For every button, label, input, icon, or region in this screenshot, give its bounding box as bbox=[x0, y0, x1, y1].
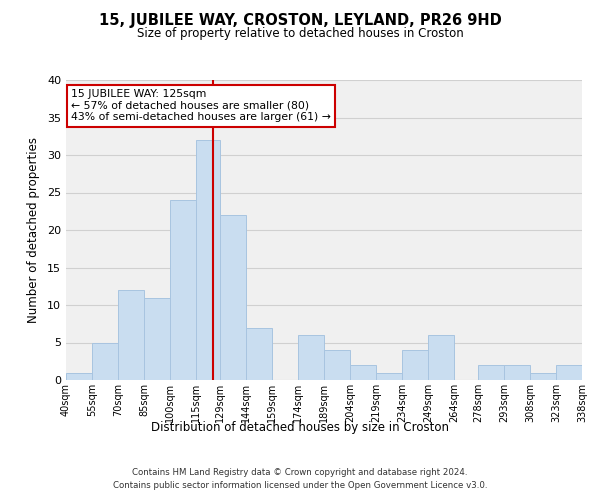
Text: 15, JUBILEE WAY, CROSTON, LEYLAND, PR26 9HD: 15, JUBILEE WAY, CROSTON, LEYLAND, PR26 … bbox=[98, 12, 502, 28]
Bar bbox=[220, 215, 246, 380]
Text: 15 JUBILEE WAY: 125sqm
← 57% of detached houses are smaller (80)
43% of semi-det: 15 JUBILEE WAY: 125sqm ← 57% of detached… bbox=[71, 89, 331, 122]
Bar bbox=[324, 350, 350, 380]
Bar bbox=[92, 342, 118, 380]
Bar bbox=[530, 372, 556, 380]
Bar bbox=[246, 328, 272, 380]
Text: Contains public sector information licensed under the Open Government Licence v3: Contains public sector information licen… bbox=[113, 480, 487, 490]
Bar bbox=[478, 365, 504, 380]
Text: Contains HM Land Registry data © Crown copyright and database right 2024.: Contains HM Land Registry data © Crown c… bbox=[132, 468, 468, 477]
Bar bbox=[350, 365, 376, 380]
Bar bbox=[298, 335, 324, 380]
Text: Distribution of detached houses by size in Croston: Distribution of detached houses by size … bbox=[151, 421, 449, 434]
Y-axis label: Number of detached properties: Number of detached properties bbox=[27, 137, 40, 323]
Bar bbox=[66, 372, 92, 380]
Text: Size of property relative to detached houses in Croston: Size of property relative to detached ho… bbox=[137, 28, 463, 40]
Bar bbox=[402, 350, 428, 380]
Bar bbox=[428, 335, 454, 380]
Bar bbox=[376, 372, 402, 380]
Bar bbox=[118, 290, 144, 380]
Bar bbox=[556, 365, 582, 380]
Bar bbox=[504, 365, 530, 380]
Bar bbox=[170, 200, 196, 380]
Bar bbox=[196, 140, 220, 380]
Bar bbox=[144, 298, 170, 380]
